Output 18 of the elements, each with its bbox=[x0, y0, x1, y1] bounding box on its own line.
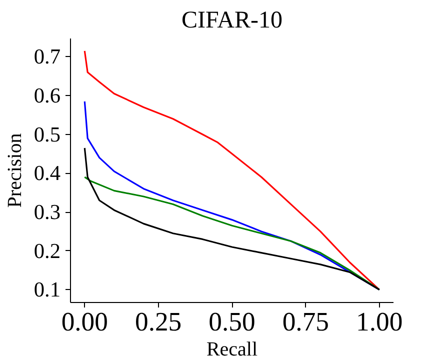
x-tick-label: 1.00 bbox=[356, 306, 403, 336]
y-tick-label: 0.7 bbox=[34, 44, 61, 69]
x-axis-title: Recall bbox=[206, 338, 258, 360]
y-axis-title: Precision bbox=[4, 133, 26, 208]
y-tick-label: 0.4 bbox=[34, 161, 61, 186]
chart-title: CIFAR-10 bbox=[182, 8, 282, 34]
x-tick-label: 0.50 bbox=[208, 306, 256, 336]
y-tick-label: 0.5 bbox=[34, 122, 61, 146]
line-series bbox=[84, 50, 380, 290]
y-tick-label: 0.3 bbox=[34, 200, 61, 224]
line-series bbox=[84, 176, 380, 290]
x-tick-label: 0.25 bbox=[135, 306, 182, 336]
x-tick-label: 0.75 bbox=[282, 306, 330, 336]
y-tick-label: 0.2 bbox=[34, 238, 61, 263]
x-tick-label: 0.00 bbox=[61, 306, 108, 336]
line-series bbox=[84, 147, 380, 290]
y-tick-label: 0.6 bbox=[34, 84, 61, 108]
y-tick-label: 0.1 bbox=[34, 278, 61, 302]
